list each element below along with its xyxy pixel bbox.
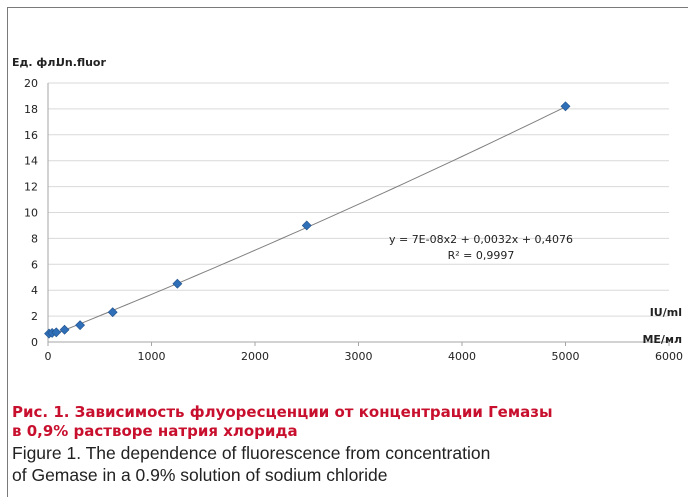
y-tick-label: 16 <box>24 129 38 142</box>
y-axis-label-en: Un.fluor <box>56 56 106 69</box>
data-point-8 <box>560 101 571 112</box>
y-tick-labels: 0 2 4 6 8 10 12 14 16 18 20 <box>24 77 38 349</box>
y-tick-label: 20 <box>24 77 38 90</box>
x-tick-label: 1000 <box>138 350 166 363</box>
data-point-3 <box>59 324 70 335</box>
x-tick-labels: 0 1000 2000 3000 4000 5000 6000 <box>45 350 684 363</box>
data-point-4 <box>75 320 86 331</box>
y-tick-label: 14 <box>24 155 38 168</box>
y-tick-label: 12 <box>24 181 38 194</box>
y-tick-label: 0 <box>31 336 38 349</box>
fluorescence-chart: 0 2 4 6 8 10 12 14 16 18 20 0 1000 2000 3000 4000 5000 6… <box>12 56 684 363</box>
y-tick-label: 4 <box>31 284 38 297</box>
caption-russian: Рис. 1. Зависимость флуоресценции от кон… <box>12 403 688 441</box>
x-tick-label: 5000 <box>552 350 580 363</box>
y-tick-label: 8 <box>31 232 38 245</box>
caption-en-line-1: Figure 1. The dependence of fluorescence… <box>12 443 491 463</box>
data-point-5 <box>107 307 118 318</box>
data-point-6 <box>172 278 183 289</box>
y-tick-label: 10 <box>24 207 38 220</box>
y-tick-label: 6 <box>31 258 38 271</box>
caption-en-line-2: of Gemase in a 0.9% solution of sodium c… <box>12 465 388 485</box>
r-squared-label: R² = 0,9997 <box>448 249 515 262</box>
data-point-2 <box>51 327 62 338</box>
figure-frame <box>7 7 688 497</box>
grid-lines <box>48 82 669 343</box>
y-tick-label: 18 <box>24 103 38 116</box>
data-points <box>44 101 571 339</box>
x-tick-label: 2000 <box>241 350 269 363</box>
x-tick-label: 0 <box>45 350 52 363</box>
x-tick-label: 4000 <box>448 350 476 363</box>
x-tick-label: 6000 <box>655 350 683 363</box>
caption-ru-line-1: Рис. 1. Зависимость флуоресценции от кон… <box>12 403 553 421</box>
trendline-equation: y = 7E-08x2 + 0,0032x + 0,4076 <box>389 233 573 246</box>
caption-english: Figure 1. The dependence of fluorescence… <box>12 442 688 486</box>
data-point-7 <box>301 220 312 231</box>
x-tick-label: 3000 <box>345 350 373 363</box>
y-tick-label: 2 <box>31 310 38 323</box>
x-axis-label-ru: МЕ/мл <box>642 333 682 346</box>
axes <box>47 83 670 346</box>
y-axis-label-ru: Ед. фл. <box>12 56 60 69</box>
x-axis-label-en: IU/ml <box>650 306 682 319</box>
caption-ru-line-2: в 0,9% растворе натрия хлорида <box>12 422 298 440</box>
